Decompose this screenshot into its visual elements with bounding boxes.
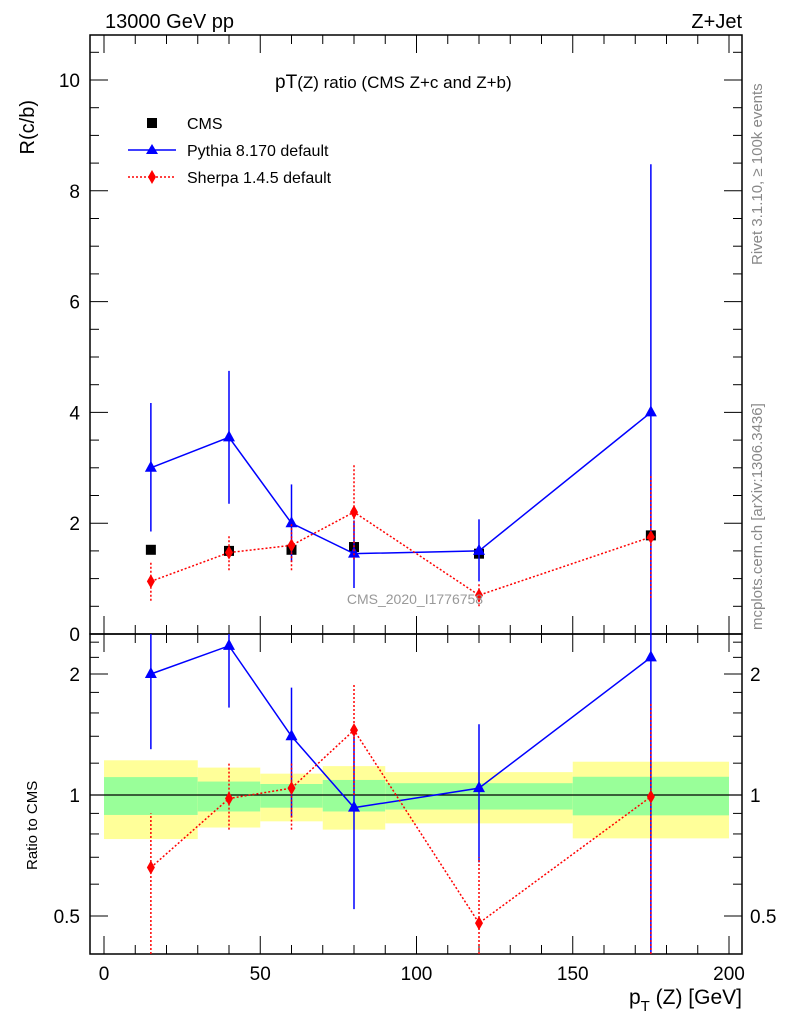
ratio-tick-label-right: 1 bbox=[750, 786, 761, 807]
sherpa-point bbox=[146, 574, 155, 589]
sherpa-point bbox=[287, 538, 296, 553]
sherpa-line bbox=[150, 511, 652, 597]
legend-marker-cms bbox=[147, 118, 157, 128]
ratio-tick-label: 1 bbox=[69, 786, 80, 807]
side-text-rivet: Rivet 3.1.10, ≥ 100k events bbox=[749, 83, 766, 265]
sherpa-ratio-point bbox=[350, 723, 358, 738]
y-tick-label: 4 bbox=[69, 403, 80, 424]
pythia-point bbox=[348, 546, 360, 558]
x-tick-label: 100 bbox=[401, 964, 433, 985]
ratio-y-axis-label: Ratio to CMS bbox=[24, 781, 41, 870]
sherpa-ratio-point bbox=[146, 860, 155, 875]
pythia-point bbox=[223, 430, 235, 442]
sherpa-ratio-point bbox=[287, 781, 296, 796]
sherpa-ratio-point bbox=[475, 916, 483, 931]
pythia-ratio-point bbox=[644, 650, 657, 662]
pythia-ratio-point bbox=[473, 781, 485, 793]
pythia-ratio-point bbox=[285, 729, 298, 741]
x-tick-label: 50 bbox=[250, 964, 271, 985]
chart-title: pT(Z) ratio (CMS Z+c and Z+b) bbox=[275, 72, 512, 93]
legend-marker-sherpa bbox=[148, 170, 156, 184]
pythia-point bbox=[285, 516, 298, 528]
x-tick-label: 150 bbox=[557, 964, 589, 985]
legend-label-pythia: Pythia 8.170 default bbox=[187, 143, 329, 160]
pythia-line bbox=[150, 411, 652, 555]
pythia-point bbox=[644, 405, 657, 417]
watermark: CMS_2020_I1776758 bbox=[347, 591, 483, 607]
pythia-ratio-point bbox=[144, 667, 157, 678]
cms-point bbox=[145, 544, 156, 555]
header-right: Z+Jet bbox=[691, 11, 742, 33]
ratio-tick-label: 0.5 bbox=[54, 907, 80, 928]
sherpa-point bbox=[646, 530, 655, 545]
x-tick-label: 0 bbox=[99, 964, 110, 985]
side-text-mcplots: mcplots.cern.ch [arXiv:1306.3436] bbox=[749, 403, 766, 630]
legend: CMS Pythia 8.170 default Sherpa 1.4.5 de… bbox=[128, 116, 332, 187]
sherpa-point bbox=[225, 545, 233, 560]
band-stat bbox=[104, 777, 198, 815]
header-left: 13000 GeV pp bbox=[105, 11, 234, 33]
legend-label-sherpa: Sherpa 1.4.5 default bbox=[187, 170, 332, 187]
ratio-tick-label-right: 2 bbox=[750, 665, 761, 686]
x-axis-label: pT (Z) [GeV] bbox=[629, 986, 742, 1015]
x-tick-label: 200 bbox=[713, 964, 745, 985]
pythia-ratio-line bbox=[150, 644, 652, 809]
y-tick-label: 10 bbox=[59, 71, 80, 92]
legend-label-cms: CMS bbox=[187, 116, 223, 133]
legend-marker-pythia bbox=[146, 144, 158, 154]
pythia-ratio-point bbox=[223, 638, 235, 650]
sherpa-point bbox=[475, 588, 483, 603]
pythia-ratio-point bbox=[348, 800, 360, 812]
pythia-point bbox=[473, 543, 485, 555]
pythia-point bbox=[144, 460, 157, 472]
y-tick-label: 8 bbox=[69, 182, 80, 203]
ratio-tick-label: 2 bbox=[69, 665, 80, 686]
y-axis-label: R(c/b) bbox=[17, 100, 39, 154]
sherpa-point bbox=[350, 505, 358, 520]
y-tick-label: 6 bbox=[69, 293, 80, 314]
y-tick-label: 2 bbox=[69, 514, 80, 535]
sherpa-ratio-point bbox=[646, 789, 655, 804]
ratio-tick-label-right: 0.5 bbox=[750, 907, 776, 928]
sherpa-ratio-point bbox=[225, 791, 233, 806]
y-tick-label: 0 bbox=[69, 625, 80, 646]
